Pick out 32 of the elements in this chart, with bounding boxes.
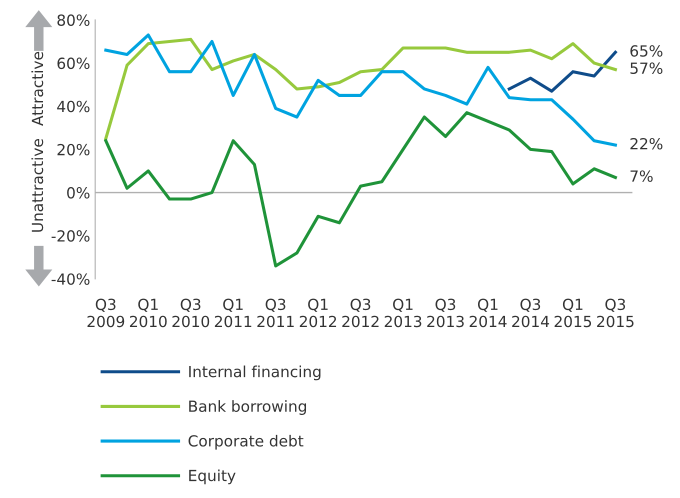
annotation: 57% — [630, 62, 662, 74]
legend-label: Bank borrowing — [189, 400, 306, 415]
annotation: 22% — [630, 138, 662, 150]
y-tick-label: 20% — [58, 144, 90, 156]
text: Attractive — [31, 52, 44, 126]
y-tick-label: 40% — [57, 100, 90, 112]
line-series — [104, 111, 617, 268]
x-tick-label: Q1 2012 — [300, 298, 336, 328]
annotation: 65% — [630, 45, 662, 57]
text: Unattractive — [31, 139, 44, 232]
legend-label: Equity — [189, 469, 236, 484]
legend-label: Corporate debt — [188, 434, 304, 450]
x-tick-label: Q1 2014 — [470, 298, 507, 328]
y-tick-label: 0% — [67, 187, 90, 199]
y-tick-label: -20% — [52, 230, 90, 242]
x-tick-label: Q1 2010 — [130, 298, 167, 328]
x-tick-label: Q1 2015 — [554, 298, 592, 328]
x-tick-label: Q1 2011 — [214, 298, 252, 328]
y-tick-label: 80% — [57, 14, 90, 26]
x-tick-label: Q3 2014 — [512, 298, 550, 328]
x-tick-label: Q3 2010 — [172, 298, 210, 328]
y-tick-label: 60% — [57, 58, 90, 70]
legend-label: Internal financing — [189, 366, 320, 380]
line-series — [508, 50, 617, 93]
x-tick-label: Q3 2015 — [597, 298, 634, 328]
x-tick-label: Q3 2009 — [87, 298, 124, 328]
x-tick-label: Q3 2011 — [257, 298, 294, 328]
x-tick-label: Q1 2013 — [384, 298, 422, 328]
x-tick-label: Q3 2013 — [427, 298, 464, 328]
annotation: 7% — [630, 170, 653, 182]
x-tick-label: Q3 2012 — [342, 298, 379, 328]
y-tick-label: -40% — [52, 273, 90, 285]
